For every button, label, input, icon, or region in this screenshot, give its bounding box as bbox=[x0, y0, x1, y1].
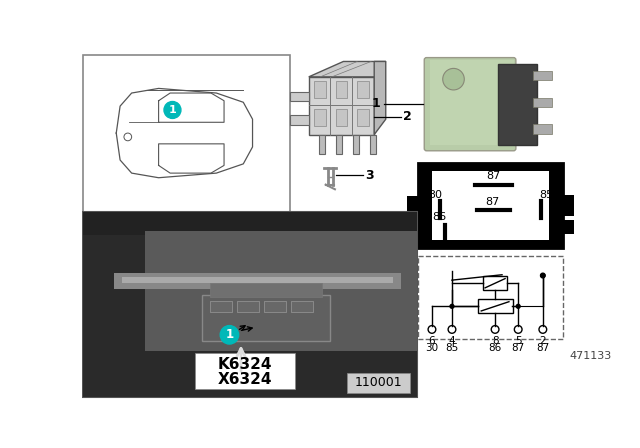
Bar bbox=[407, 196, 418, 215]
Bar bbox=[319, 134, 325, 154]
Bar bbox=[122, 277, 394, 283]
Circle shape bbox=[516, 304, 520, 308]
Text: 87: 87 bbox=[486, 171, 500, 181]
Text: 87: 87 bbox=[486, 197, 500, 207]
Text: 1: 1 bbox=[168, 105, 177, 115]
Bar bbox=[533, 125, 552, 134]
Bar bbox=[563, 195, 573, 216]
Text: X6324: X6324 bbox=[218, 372, 272, 387]
Circle shape bbox=[541, 273, 545, 278]
Bar bbox=[336, 134, 342, 154]
Bar bbox=[289, 116, 308, 125]
Circle shape bbox=[124, 133, 132, 141]
Circle shape bbox=[541, 274, 545, 277]
Circle shape bbox=[492, 326, 499, 333]
Bar bbox=[202, 295, 330, 341]
Bar bbox=[83, 211, 417, 235]
Text: 30: 30 bbox=[426, 343, 438, 353]
Bar bbox=[369, 134, 376, 154]
Bar bbox=[336, 109, 348, 126]
Text: 5: 5 bbox=[515, 336, 522, 346]
Text: K6324: K6324 bbox=[218, 358, 272, 372]
Polygon shape bbox=[308, 61, 386, 77]
Text: 1: 1 bbox=[225, 328, 234, 341]
Text: 8: 8 bbox=[492, 336, 499, 346]
Bar bbox=[289, 92, 308, 102]
Polygon shape bbox=[374, 61, 386, 134]
Bar bbox=[563, 220, 573, 234]
Bar bbox=[357, 81, 369, 98]
Bar bbox=[83, 235, 145, 397]
Circle shape bbox=[539, 326, 547, 333]
Bar bbox=[314, 81, 326, 98]
Text: 6: 6 bbox=[429, 336, 435, 346]
Bar bbox=[308, 77, 374, 134]
Bar bbox=[237, 301, 259, 313]
Text: 471133: 471133 bbox=[569, 351, 611, 361]
Text: 85: 85 bbox=[445, 343, 459, 353]
Text: 86: 86 bbox=[488, 343, 502, 353]
Text: 85: 85 bbox=[539, 190, 553, 200]
Bar bbox=[83, 55, 289, 211]
Bar bbox=[418, 255, 563, 339]
Bar bbox=[195, 353, 295, 389]
Bar bbox=[336, 81, 348, 98]
Bar bbox=[83, 351, 417, 397]
Circle shape bbox=[450, 304, 454, 308]
Circle shape bbox=[448, 326, 456, 333]
Text: 110001: 110001 bbox=[355, 376, 403, 389]
Bar bbox=[348, 373, 410, 392]
Circle shape bbox=[428, 326, 436, 333]
Circle shape bbox=[164, 102, 181, 118]
Text: 2: 2 bbox=[540, 336, 546, 346]
Text: 87: 87 bbox=[536, 343, 550, 353]
Text: 86: 86 bbox=[433, 212, 447, 222]
Text: 1: 1 bbox=[372, 97, 380, 110]
Bar bbox=[432, 171, 549, 240]
Bar bbox=[418, 163, 563, 248]
Bar bbox=[498, 64, 537, 145]
Bar bbox=[533, 71, 552, 81]
Bar bbox=[210, 283, 322, 297]
Bar bbox=[431, 60, 513, 145]
Text: 2: 2 bbox=[403, 110, 412, 123]
Bar bbox=[114, 273, 401, 289]
Circle shape bbox=[515, 326, 522, 333]
Bar bbox=[483, 276, 508, 290]
Text: 3: 3 bbox=[365, 169, 374, 182]
Bar bbox=[533, 98, 552, 107]
Bar bbox=[357, 109, 369, 126]
Bar bbox=[314, 109, 326, 126]
Text: 30: 30 bbox=[428, 190, 442, 200]
Circle shape bbox=[220, 326, 239, 344]
Bar bbox=[83, 211, 417, 397]
FancyBboxPatch shape bbox=[424, 58, 516, 151]
Bar bbox=[145, 231, 417, 355]
Bar bbox=[291, 301, 312, 313]
Bar bbox=[478, 299, 513, 313]
Text: 4: 4 bbox=[449, 336, 455, 346]
Bar bbox=[210, 301, 232, 313]
Text: 87: 87 bbox=[511, 343, 525, 353]
Circle shape bbox=[443, 69, 464, 90]
Bar bbox=[353, 134, 359, 154]
Bar bbox=[264, 301, 285, 313]
